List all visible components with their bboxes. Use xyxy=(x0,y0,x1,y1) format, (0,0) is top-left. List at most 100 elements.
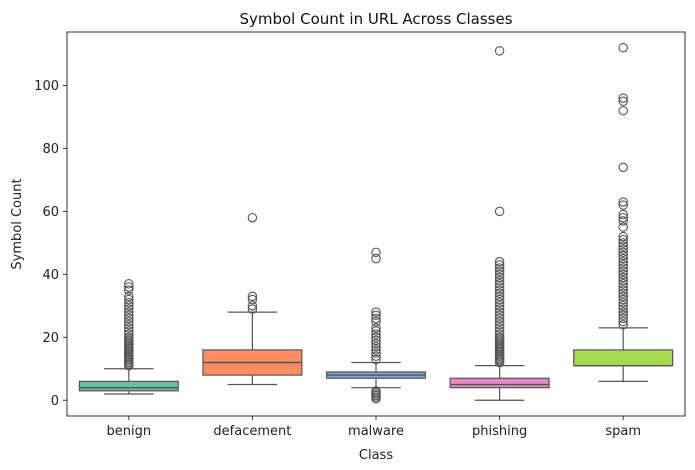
outlier-point xyxy=(494,332,505,343)
outlier-point xyxy=(371,338,381,349)
outlier-point xyxy=(247,291,258,302)
outlier-point xyxy=(124,301,134,311)
plot-area xyxy=(78,42,674,404)
outlier-point xyxy=(124,323,134,333)
outlier-point xyxy=(124,332,134,343)
box-iqr xyxy=(573,349,674,367)
outlier-point xyxy=(124,285,134,295)
outlier-point xyxy=(618,234,628,245)
outlier-point xyxy=(618,304,628,314)
outlier-point xyxy=(494,301,505,311)
box-iqr xyxy=(78,380,179,392)
outlier-point xyxy=(618,319,628,330)
outlier-point xyxy=(494,313,505,324)
x-tick-label: defacement xyxy=(213,424,291,439)
outlier-point xyxy=(494,288,505,298)
y-tick-label: 80 xyxy=(42,142,59,157)
x-tick-label: phishing xyxy=(472,424,527,439)
outlier-point xyxy=(124,326,134,336)
outlier-point xyxy=(618,247,628,258)
y-tick-label: 0 xyxy=(51,394,59,409)
outlier-point xyxy=(618,231,628,242)
outlier-point xyxy=(494,329,505,339)
outlier-point xyxy=(371,351,381,361)
outlier-point xyxy=(494,206,505,217)
y-tick-label: 40 xyxy=(42,268,59,283)
outlier-point xyxy=(494,310,505,321)
outlier-point xyxy=(618,238,628,248)
outlier-point xyxy=(618,244,628,254)
outlier-point xyxy=(494,316,505,327)
outlier-point xyxy=(618,294,628,305)
outlier-point xyxy=(247,212,258,223)
outlier-point xyxy=(371,329,381,339)
outlier-point xyxy=(124,307,134,317)
outlier-point xyxy=(618,307,628,317)
outlier-point xyxy=(494,326,505,336)
outlier-point xyxy=(618,212,628,223)
outlier-point xyxy=(124,279,134,289)
outlier-point xyxy=(371,253,381,264)
outlier-point xyxy=(618,200,628,210)
outlier-point xyxy=(494,323,505,333)
outlier-point xyxy=(371,316,381,327)
outlier-point xyxy=(124,304,134,314)
y-axis-label: Symbol Count xyxy=(10,178,25,269)
outlier-point xyxy=(618,269,628,280)
outlier-point xyxy=(618,263,628,273)
outlier-point xyxy=(618,310,628,321)
outlier-point xyxy=(494,304,505,314)
y-tick-label: 20 xyxy=(42,331,59,346)
outlier-point xyxy=(494,260,505,270)
outlier-point xyxy=(124,297,134,308)
outlier-point xyxy=(371,354,381,365)
outlier-point xyxy=(618,162,628,173)
outlier-point xyxy=(371,335,381,346)
box-iqr xyxy=(449,377,550,389)
outlier-point xyxy=(618,93,628,103)
outlier-point xyxy=(494,291,505,302)
x-tick-label: benign xyxy=(107,424,152,439)
outlier-point xyxy=(494,307,505,317)
outlier-point xyxy=(124,282,134,292)
outlier-point xyxy=(618,291,628,302)
outlier-point xyxy=(494,297,505,308)
outlier-point xyxy=(247,304,258,314)
box-defacement xyxy=(202,212,303,386)
outlier-point xyxy=(618,209,628,220)
outlier-point xyxy=(494,285,505,295)
outlier-point xyxy=(618,282,628,292)
outlier-point xyxy=(618,275,628,286)
box-malware xyxy=(325,247,427,404)
box-benign xyxy=(78,279,179,395)
outlier-point xyxy=(618,250,628,261)
outlier-point xyxy=(618,253,628,264)
outlier-point xyxy=(371,348,381,358)
outlier-point xyxy=(618,260,628,270)
outlier-point xyxy=(494,46,505,56)
outlier-point xyxy=(371,345,381,355)
box-spam xyxy=(573,42,674,382)
outlier-point xyxy=(124,316,134,327)
outlier-point xyxy=(494,275,505,286)
x-axis-label: Class xyxy=(359,448,393,463)
outlier-point xyxy=(371,326,381,336)
outlier-point xyxy=(124,313,134,324)
outlier-point xyxy=(371,386,381,396)
outlier-point xyxy=(124,310,134,321)
outlier-point xyxy=(494,269,505,280)
outlier-point xyxy=(371,323,381,333)
outlier-point xyxy=(618,257,628,267)
outlier-point xyxy=(618,297,628,308)
outlier-point xyxy=(494,266,505,276)
outlier-point xyxy=(124,319,134,330)
x-axis: benign defacement malware phishing spam xyxy=(107,416,641,439)
outlier-point xyxy=(247,301,258,311)
outlier-point xyxy=(618,241,628,251)
chart-title: Symbol Count in URL Across Classes xyxy=(239,10,512,28)
outlier-point xyxy=(124,329,134,339)
box-phishing xyxy=(449,46,550,401)
y-axis: 0 20 40 60 80 100 xyxy=(34,79,67,409)
outlier-point xyxy=(618,272,628,283)
